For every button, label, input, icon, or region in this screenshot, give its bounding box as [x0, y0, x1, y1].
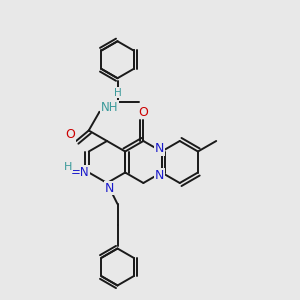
- Text: N: N: [155, 169, 164, 182]
- Text: O: O: [65, 128, 75, 142]
- Text: H: H: [64, 161, 72, 172]
- Text: NH: NH: [100, 101, 118, 114]
- Text: H: H: [114, 88, 122, 98]
- Text: =N: =N: [70, 166, 89, 179]
- Text: O: O: [138, 106, 148, 118]
- Text: N: N: [155, 142, 164, 155]
- Text: N: N: [104, 182, 114, 194]
